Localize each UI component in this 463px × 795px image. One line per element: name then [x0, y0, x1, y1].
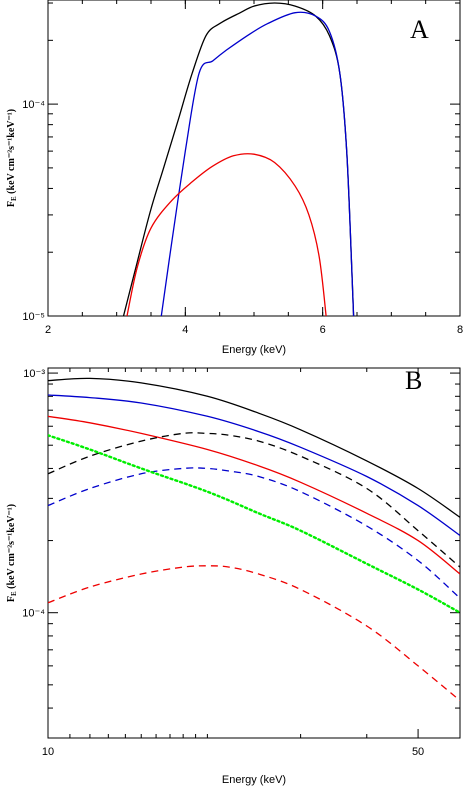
panel-a-xtick-label: 4	[182, 324, 188, 336]
panel-a-series-1	[160, 11, 355, 316]
panel-a-ticks: 2 4 6 8 10⁻⁵ 10⁻⁴	[22, 0, 463, 336]
panel-b-series-5	[48, 565, 460, 702]
panel-b-curves	[48, 377, 460, 702]
panel-a-xlabel: Energy (keV)	[222, 344, 286, 356]
panel-b-series-1	[48, 394, 460, 537]
panel-a-ytick-label: 10⁻⁵	[22, 311, 45, 323]
panel-b-ytick-label: 10⁻⁴	[22, 608, 45, 620]
panel-a-xtick-label: 2	[45, 324, 51, 336]
panel-a-ytick-label: 10⁻⁴	[22, 99, 45, 111]
panel-a-series-0	[122, 2, 355, 316]
panel-b-frame	[47, 367, 461, 739]
panel-b-series-6	[48, 434, 460, 614]
panel-b-series-4	[48, 467, 460, 599]
panel-a-frame	[47, 0, 461, 317]
panel-b-letter: B	[405, 366, 422, 395]
panel-b-ticks: 10 50 10⁻⁴ 10⁻³	[22, 368, 460, 758]
panel-a-ylabel: FE (keV cm⁻²s⁻¹keV⁻¹)	[6, 109, 18, 207]
panel-a-xtick-label: 8	[457, 324, 463, 336]
panel-a: 2 4 6 8 10⁻⁵ 10⁻⁴ A Energy (keV) FE (keV cm⁻²…	[6, 0, 463, 356]
panel-b: 10 50 10⁻⁴ 10⁻³ B Energy (keV) FE (keV cm⁻²…	[6, 366, 461, 786]
panel-a-curves	[122, 2, 355, 316]
panel-b-series-2	[48, 415, 460, 575]
panel-a-letter: A	[410, 15, 429, 44]
panel-b-series-0	[48, 377, 460, 518]
panel-b-series-3	[48, 432, 460, 568]
panel-b-ytick-label: 10⁻³	[23, 368, 45, 380]
panel-b-xtick-label: 50	[412, 746, 424, 758]
panel-b-xlabel: Energy (keV)	[222, 774, 286, 786]
panel-b-ylabel: FE (keV cm⁻²s⁻¹keV⁻¹)	[6, 504, 18, 602]
panel-a-xtick-label: 6	[320, 324, 326, 336]
panel-a-series-2	[126, 153, 327, 316]
panel-b-xtick-label: 10	[42, 746, 54, 758]
